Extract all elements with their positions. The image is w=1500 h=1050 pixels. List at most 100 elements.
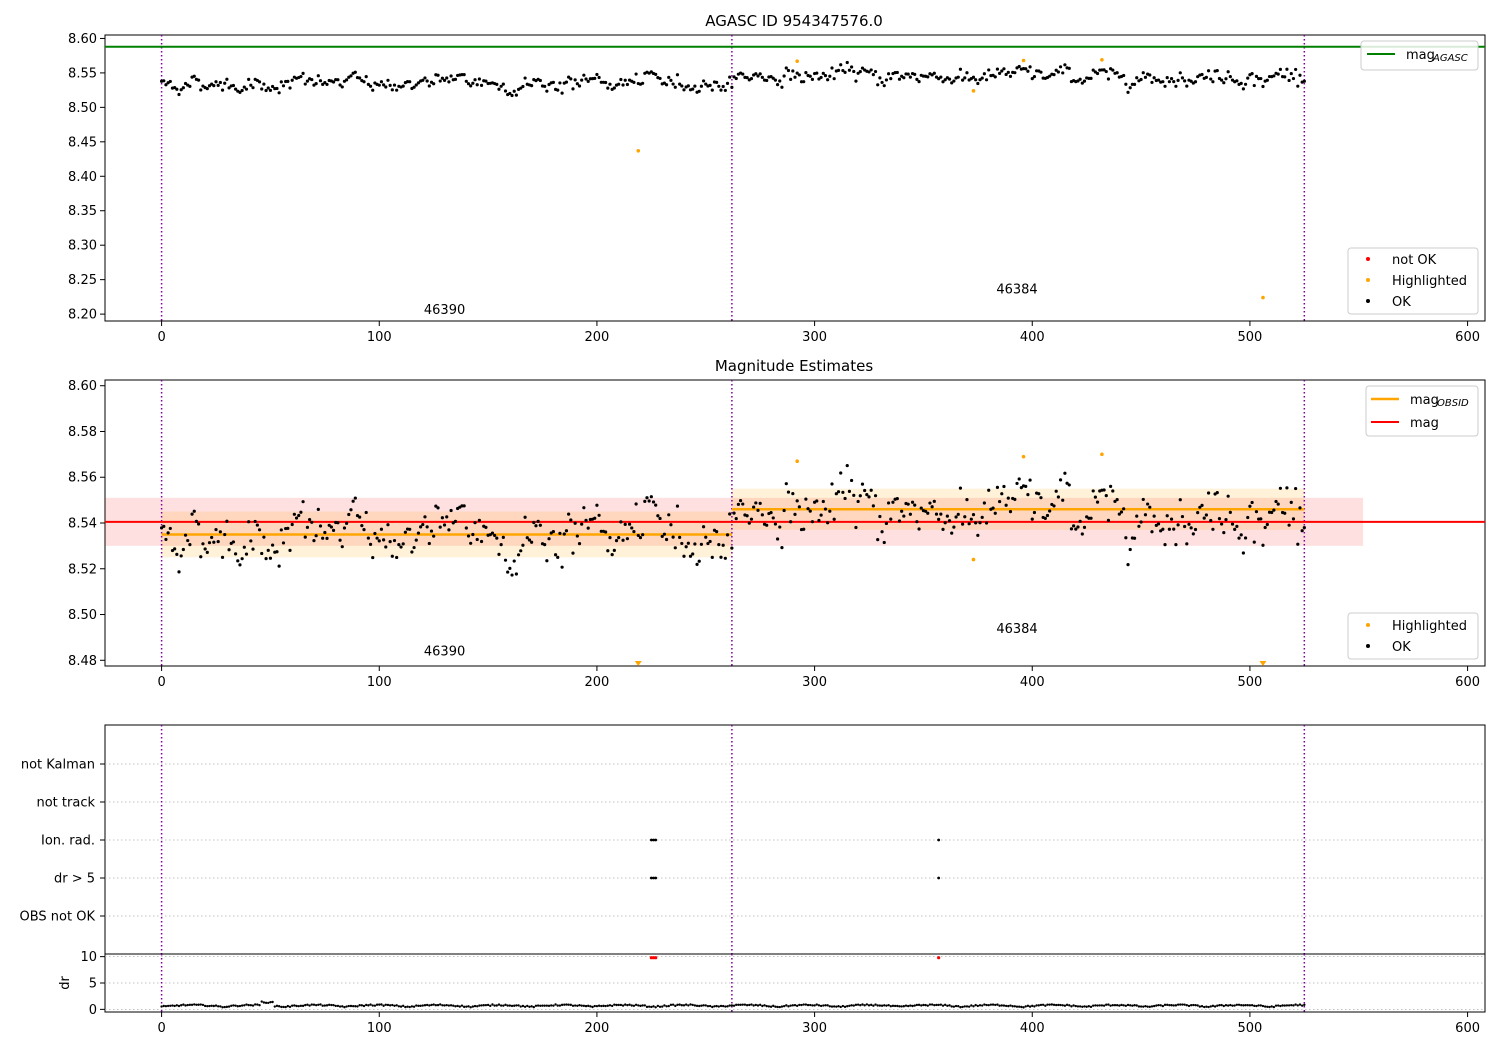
ok-point	[858, 494, 862, 498]
ok-point	[708, 539, 712, 544]
ok-point	[262, 82, 266, 86]
ok-point	[1030, 517, 1034, 521]
ok-point	[728, 512, 732, 516]
ok-point	[512, 89, 516, 93]
dr-point	[621, 1004, 625, 1007]
ok-point	[1048, 74, 1052, 78]
ok-point	[693, 542, 697, 546]
ok-point	[621, 538, 625, 542]
ok-point	[806, 507, 810, 511]
dr-point	[839, 1005, 842, 1009]
dr-point	[1020, 1005, 1023, 1009]
dr-point	[1250, 1004, 1254, 1007]
ok-point	[416, 81, 421, 85]
flag-point	[652, 838, 655, 842]
dr-point	[695, 1004, 699, 1008]
dr-point	[576, 1004, 579, 1007]
ok-point	[619, 77, 623, 82]
dr-point	[896, 1004, 899, 1008]
ok-point	[978, 521, 982, 525]
ok-point	[1076, 525, 1080, 529]
dr-point	[876, 1004, 879, 1007]
dr-point	[571, 1004, 575, 1008]
dr-point	[1203, 1005, 1206, 1009]
ok-point	[288, 86, 292, 90]
ok-point	[1115, 497, 1119, 502]
highlighted-point	[1100, 58, 1104, 62]
ok-point	[364, 510, 368, 515]
ok-point	[614, 539, 619, 543]
ok-point	[926, 511, 930, 515]
ok-point	[347, 512, 351, 517]
ok-point	[604, 530, 608, 534]
dr-point	[286, 1004, 290, 1008]
ok-point	[1287, 78, 1291, 83]
ok-point	[1196, 511, 1200, 515]
dr-point	[573, 1004, 577, 1007]
ok-point	[606, 86, 610, 90]
dr-point	[1133, 1003, 1136, 1007]
ok-point	[675, 73, 680, 77]
ok-point	[516, 553, 521, 557]
ok-point	[1026, 69, 1030, 73]
dr-point	[1287, 1004, 1291, 1007]
ok-point	[1176, 523, 1180, 527]
dr-point	[536, 1004, 540, 1007]
ok-point	[719, 555, 723, 559]
dr-point	[526, 1004, 529, 1008]
dr-point	[541, 1004, 544, 1007]
highlighted-point	[971, 89, 976, 93]
dr-point	[1017, 1005, 1021, 1008]
ok-point	[560, 91, 564, 95]
dr-point	[1002, 1004, 1006, 1007]
ok-point	[316, 74, 320, 78]
dr-point	[1237, 1003, 1241, 1006]
ok-point	[225, 519, 229, 523]
ok-point	[686, 541, 690, 545]
ok-point	[956, 512, 960, 516]
dr-point	[1248, 1004, 1252, 1007]
dr-point	[1092, 1004, 1095, 1007]
ok-point	[1246, 515, 1250, 520]
ok-point	[786, 68, 791, 73]
ok-point	[1183, 524, 1187, 529]
ok-point	[1163, 84, 1167, 88]
ok-point	[423, 515, 427, 519]
dr-point	[721, 1004, 725, 1008]
legend-label: not OK	[1392, 253, 1437, 268]
ok-point	[379, 80, 384, 84]
category-label: not track	[36, 796, 95, 811]
dr-point	[630, 1004, 633, 1007]
ok-point	[651, 500, 656, 504]
ok-point	[336, 521, 340, 525]
ok-point	[233, 87, 238, 91]
ok-point	[854, 79, 858, 83]
dr-point	[661, 1005, 664, 1008]
ok-point	[227, 548, 231, 552]
obsid-label: 46384	[996, 622, 1037, 637]
ok-point	[939, 75, 943, 79]
ok-point	[913, 72, 917, 77]
dr-point	[519, 1005, 522, 1008]
dr-point	[872, 1004, 875, 1007]
dr-point	[791, 1004, 795, 1007]
dr-point	[1068, 1004, 1071, 1007]
dr-point	[1170, 1004, 1173, 1007]
dr-point	[323, 1004, 327, 1007]
ok-point	[477, 518, 481, 522]
dr-point	[364, 1003, 368, 1007]
ok-point	[891, 500, 895, 504]
ok-point	[856, 71, 860, 75]
ok-point	[205, 87, 209, 91]
ok-point	[1250, 500, 1254, 505]
ok-point	[1111, 68, 1115, 72]
dr-point	[830, 1005, 834, 1008]
dr-point	[439, 1003, 442, 1006]
ok-point	[634, 502, 638, 506]
dr-point	[273, 1005, 276, 1008]
ok-point	[843, 70, 847, 75]
ok-point	[362, 80, 366, 84]
dr-point	[883, 1004, 886, 1007]
ok-point	[1291, 76, 1296, 81]
ok-point	[227, 86, 231, 90]
